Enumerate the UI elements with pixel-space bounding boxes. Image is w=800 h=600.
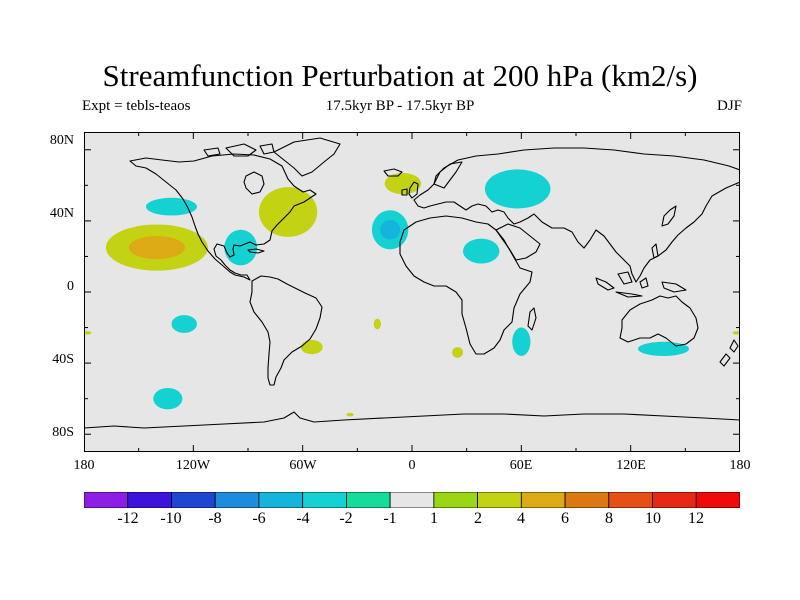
coastline-north-america [129,153,317,281]
coastline-layer [84,137,740,429]
colorbar-swatch [433,492,479,508]
colorbar-label: -1 [383,510,397,527]
coastline-south-america [249,275,323,386]
lat-tick-label-80s: 80S [52,425,74,440]
coastline-new-zealand [719,339,739,367]
colorbar-label: -2 [339,510,353,527]
colorbar-swatch [171,492,216,508]
colorbar-label: 6 [561,510,569,527]
colorbar-label: 4 [517,510,525,527]
anomaly-australia-negative [637,341,689,356]
colorbar-swatch [652,492,697,508]
anomaly-core-north-pacific-positive [128,236,185,260]
colorbar-label: 2 [474,510,482,527]
anomaly-arabia-negative [463,238,500,264]
anomaly-layer [84,169,740,417]
anomaly-dateline-west-positive [84,331,92,335]
lon-tick-label-60w: 60W [289,458,317,473]
coastline-madagascar [527,307,537,331]
lon-tick-label-180w: 180 [73,458,95,473]
colorbar-label: 12 [688,510,704,527]
lat-tick-label-0: 0 [67,279,74,294]
colorbar-label: 1 [430,510,438,527]
colorbar-swatch [564,492,610,508]
lon-tick-label-120w: 120W [175,458,211,473]
anomaly-indian-ocean-negative [512,327,531,356]
lon-tick-label-120e: 120E [616,458,646,473]
coastline-arabia [495,223,541,261]
anomaly-antarctic-coast-positive [346,412,354,417]
coastline-scandinavia [433,161,463,189]
anomaly-south-atlantic-positive [373,318,382,330]
lon-tick-label-0: 0 [408,458,416,473]
anomaly-south-america-positive [300,340,323,355]
anomaly-dateline-east-positive [732,331,740,335]
colorbar-swatch [302,492,347,508]
colorbar-swatch [345,492,391,508]
colorbar-label: 8 [605,510,613,527]
coastline-arctic-islands [203,143,275,157]
season-label: DJF [716,98,742,114]
coastline-greenland [273,137,341,177]
colorbar-swatch [214,492,260,508]
coastline-japan [661,205,677,227]
experiment-label: Expt = tebls-teaos [82,98,191,114]
lon-tick-label-180e: 180 [729,458,751,473]
colorbar-swatch [477,492,522,508]
colorbar-swatch [258,492,304,508]
coastline-british-isles [401,181,419,199]
plot-title: Streamfunction Perturbation at 200 hPa (… [102,58,698,93]
coastline-antarctica [84,411,740,429]
coastline-australia [619,295,699,347]
map-plot [84,132,740,452]
anomaly-core-north-atlantic-negative [380,220,401,240]
anomaly-northeast-pacific-negative [145,197,197,216]
anomaly-siberia-negative [484,169,551,209]
anomaly-northeast-america-positive [258,187,318,237]
lat-tick-label-40n: 40N [49,206,74,221]
coastline-hudson-bay [243,171,265,195]
colorbar-label: -10 [160,510,182,527]
lat-tick-label-80n: 80N [49,133,74,148]
colorbar-label: -12 [117,510,139,527]
colorbar-label: 10 [645,510,661,527]
colorbar-label: -6 [252,510,266,527]
colorbar-label: -8 [208,510,222,527]
lon-tick-label-60e: 60E [509,458,533,473]
colorbar-label: -4 [296,510,310,527]
axis-ticks [84,132,740,452]
colorbar-swatch [695,492,740,508]
coastline-new-guinea [661,281,687,293]
coastline-iceland [383,168,403,177]
coastline-africa [399,215,533,355]
colorbar-swatch [127,492,172,508]
anomaly-iceland-positive [384,172,422,195]
colorbar-swatch [608,492,653,508]
colorbar [84,492,740,508]
coastline-cuba [247,248,265,254]
colorbar-swatch [389,492,435,508]
anomaly-southern-ocean-negative [153,388,183,410]
colorbar-swatch [84,492,129,508]
period-label: 17.5kyr BP - 17.5kyr BP [325,98,475,114]
anomaly-south-africa-positive [452,347,464,358]
coastline-indonesia [595,243,659,298]
colorbar-swatch [520,492,566,508]
anomaly-gulf-of-mexico-negative [224,229,258,266]
lat-tick-label-40s: 40S [52,352,74,367]
coastline-eurasia [413,147,740,283]
anomaly-south-pacific-negative [171,315,197,333]
